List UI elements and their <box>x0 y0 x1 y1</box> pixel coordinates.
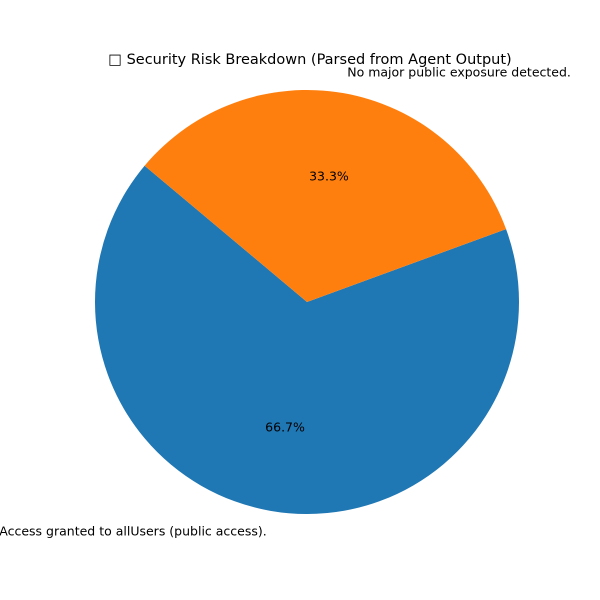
pie-slices <box>95 90 520 515</box>
pie-slice-1 <box>95 165 520 515</box>
pie-slice-2 <box>144 90 507 302</box>
pie-slice-2-percent: 33.3% <box>309 169 349 184</box>
pie-slice-2-label: No major public exposure detected. <box>347 64 571 79</box>
pie-labels: 66.7% Access granted to allUsers (public … <box>0 64 571 538</box>
chart-title: □ Security Risk Breakdown (Parsed from A… <box>108 52 511 68</box>
pie-slice-1-percent: 66.7% <box>265 419 305 434</box>
pie-slice-1-label: Access granted to allUsers (public acces… <box>0 524 267 539</box>
